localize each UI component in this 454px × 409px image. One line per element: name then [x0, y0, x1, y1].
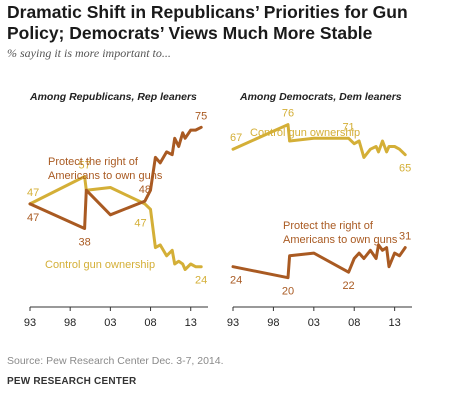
series-line-protect-rep: [28, 125, 203, 230]
series-label-control-rep: Control gun ownership: [45, 259, 155, 271]
data-label-protect-dem: 24: [230, 275, 242, 287]
series-label-protect-dem: Protect the right of Americans to own gun…: [283, 220, 398, 246]
panel-title-democrats: Among Democrats, Dem leaners: [240, 91, 402, 103]
x-tick-label-rep: 03: [104, 317, 116, 329]
data-label-control-dem: 67: [230, 132, 242, 144]
x-tick-label-rep: 08: [144, 317, 156, 329]
x-tick-label-dem: 03: [308, 317, 320, 329]
x-tick-label-dem: 93: [227, 317, 239, 329]
data-label-protect-rep: 47: [27, 212, 39, 224]
x-tick-label-dem: 08: [348, 317, 360, 329]
x-tick-label-dem: 98: [267, 317, 279, 329]
series-label-control-dem: Control gun ownership: [250, 127, 360, 139]
data-label-protect-dem: 31: [399, 231, 411, 243]
x-tick-label-rep: 93: [24, 317, 36, 329]
chart-title: Dramatic Shift in Republicans’ Prioritie…: [7, 2, 452, 44]
data-label-protect-rep: 48: [139, 184, 151, 196]
chart-subtitle: % saying it is more important to...: [7, 46, 171, 60]
series-line-control-rep: [28, 175, 203, 271]
data-label-protect-dem: 20: [282, 286, 294, 298]
data-label-protect-rep: 75: [195, 110, 207, 122]
source-note: Source: Pew Research Center Dec. 3-7, 20…: [7, 355, 224, 367]
x-tick-label-rep: 98: [64, 317, 76, 329]
x-tick-label-rep: 13: [185, 317, 197, 329]
chart-title-line1: Dramatic Shift in Republicans’ Prioritie…: [7, 2, 408, 22]
series-label-protect-rep: Protect the right of Americans to own gun…: [48, 156, 163, 182]
data-label-control-rep: 47: [27, 187, 39, 199]
data-label-control-rep: 24: [195, 275, 207, 287]
panel-title-republicans: Among Republicans, Rep leaners: [30, 91, 197, 103]
chart-title-line2: Policy; Democrats’ Views Much More Stabl…: [7, 23, 373, 43]
organization-name: PEW RESEARCH CENTER: [7, 376, 137, 387]
data-label-protect-rep: 38: [79, 236, 91, 248]
series-line-control-dem: [231, 123, 407, 159]
data-label-protect-dem: 22: [342, 280, 354, 292]
data-label-control-rep: 47: [134, 217, 146, 229]
data-label-control-dem: 65: [399, 163, 411, 175]
series-line-protect-dem: [231, 243, 407, 280]
data-label-control-dem: 76: [282, 108, 294, 120]
data-label-control-rep: 57: [79, 160, 91, 172]
data-label-control-dem: 71: [342, 121, 354, 133]
x-tick-label-dem: 13: [389, 317, 401, 329]
